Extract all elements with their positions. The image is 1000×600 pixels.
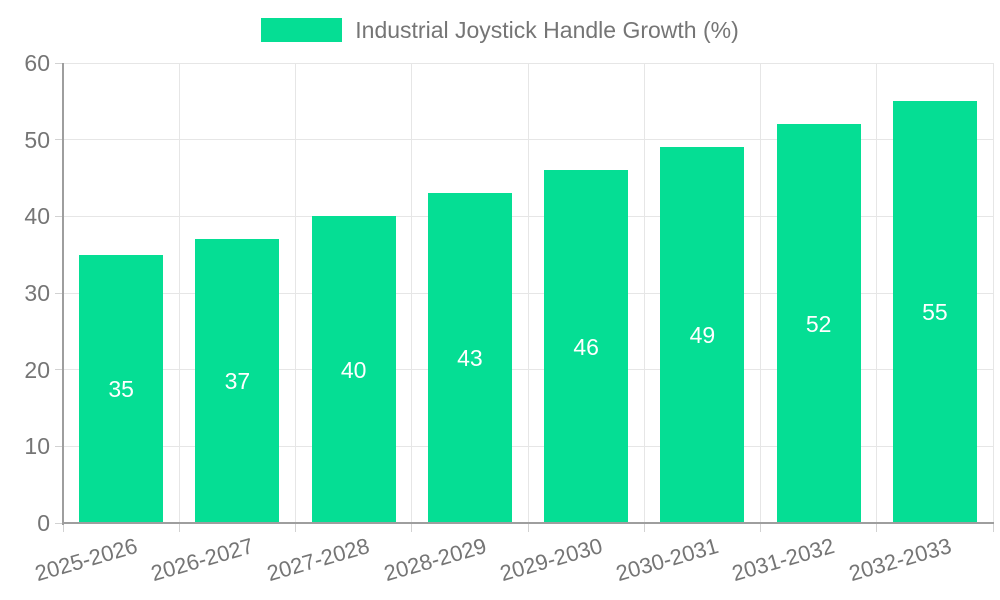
bar[interactable] (660, 147, 745, 522)
bar-value-label: 52 (805, 310, 832, 337)
x-axis-tick-label: 2027-2028 (264, 533, 373, 587)
x-axis-line (62, 522, 994, 524)
x-gridline (760, 63, 761, 523)
y-axis-tick-label: 10 (24, 433, 50, 460)
y-axis-tick-label: 50 (24, 126, 50, 153)
bar[interactable] (776, 124, 861, 522)
y-tick-mark (55, 62, 63, 64)
y-axis-tick-label: 0 (37, 510, 50, 536)
bar[interactable] (195, 239, 280, 522)
x-gridline (876, 63, 878, 523)
bar[interactable] (311, 216, 396, 522)
x-axis-tick-label: 2029-2030 (496, 533, 606, 587)
bar[interactable] (892, 101, 977, 522)
x-tick-mark (760, 523, 761, 532)
y-tick-mark (55, 139, 63, 141)
x-axis-tick-label: 2031-2032 (729, 533, 838, 587)
y-axis-tick-label: 40 (24, 203, 50, 230)
y-axis-tick-label: 20 (24, 356, 50, 383)
y-tick-mark (55, 369, 63, 371)
x-tick-mark (178, 523, 180, 532)
bar-value-label: 37 (224, 368, 251, 395)
x-gridline (992, 63, 994, 523)
y-tick-mark (55, 292, 63, 294)
y-tick-mark (55, 445, 63, 447)
legend-swatch-icon (261, 18, 343, 42)
legend-label: Industrial Joystick Handle Growth (%) (355, 17, 739, 43)
y-tick-mark (55, 215, 63, 217)
x-gridline (643, 63, 645, 523)
x-tick-mark (527, 523, 529, 532)
x-gridline (178, 63, 180, 523)
x-tick-mark (62, 523, 64, 532)
bar-value-label: 46 (573, 333, 599, 360)
y-axis-tick-label: 30 (24, 280, 50, 306)
bar[interactable] (427, 193, 512, 522)
chart-legend-item[interactable]: Industrial Joystick Handle Growth (%) (0, 16, 1000, 44)
x-axis-tick-label: 2026-2027 (148, 533, 257, 587)
x-axis-tick-label: 2028-2029 (380, 533, 489, 587)
y-axis-line (62, 63, 64, 525)
x-axis-tick-label: 2025-2026 (31, 533, 141, 587)
x-gridline (411, 63, 413, 523)
bar[interactable] (544, 170, 629, 522)
y-tick-mark (55, 522, 63, 524)
x-axis-tick-label: 2030-2031 (613, 533, 722, 587)
x-tick-mark (876, 523, 878, 532)
bar-value-label: 35 (108, 375, 134, 402)
x-tick-mark (992, 523, 994, 532)
bar-value-label: 49 (689, 322, 716, 349)
bar-value-label: 43 (457, 345, 483, 372)
x-gridline (527, 63, 529, 523)
x-tick-mark (411, 523, 413, 532)
y-axis-tick-label: 60 (24, 50, 50, 76)
x-tick-mark (643, 523, 645, 532)
bar[interactable] (79, 254, 164, 522)
bar-value-label: 55 (922, 299, 948, 326)
x-gridline (295, 63, 296, 523)
x-axis-tick-label: 2032-2033 (845, 533, 954, 587)
x-tick-mark (295, 523, 296, 532)
bar-value-label: 40 (340, 356, 367, 383)
